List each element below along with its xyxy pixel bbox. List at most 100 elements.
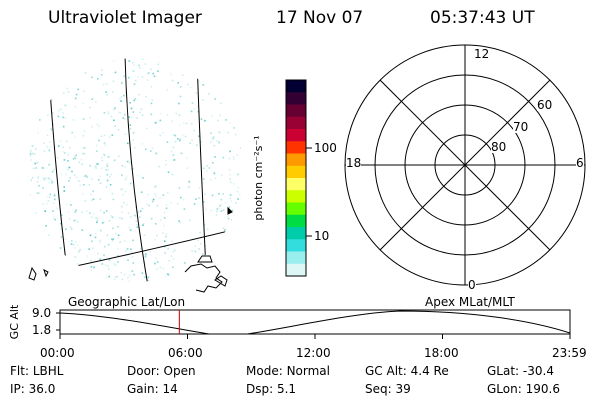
emission-pixel bbox=[64, 104, 66, 106]
emission-pixel bbox=[166, 273, 169, 275]
emission-pixel bbox=[193, 129, 195, 132]
emission-pixel bbox=[220, 102, 222, 104]
emission-pixel bbox=[180, 56, 182, 58]
emission-pixel bbox=[155, 194, 157, 197]
polar-plot bbox=[344, 44, 586, 286]
emission-pixel bbox=[154, 122, 157, 124]
emission-pixel bbox=[215, 283, 217, 285]
emission-pixel bbox=[111, 134, 114, 136]
emission-pixel bbox=[172, 56, 174, 58]
color-scale-bar bbox=[285, 79, 307, 277]
emission-pixel bbox=[212, 162, 214, 164]
emission-pixel bbox=[198, 187, 201, 190]
emission-pixel bbox=[100, 288, 102, 290]
emission-pixel bbox=[179, 138, 182, 140]
emission-pixel bbox=[37, 177, 39, 179]
emission-pixel bbox=[65, 173, 67, 176]
emission-pixel bbox=[79, 276, 82, 278]
emission-pixel bbox=[222, 227, 225, 230]
emission-pixel bbox=[76, 244, 79, 246]
emission-pixel bbox=[178, 114, 181, 117]
emission-pixel bbox=[53, 83, 56, 86]
emission-pixel bbox=[235, 202, 237, 204]
emission-pixel bbox=[73, 219, 76, 222]
emission-pixel bbox=[110, 173, 113, 176]
emission-pixel bbox=[112, 56, 114, 58]
emission-pixel bbox=[106, 163, 108, 165]
colorbar-segment bbox=[286, 141, 306, 155]
emission-pixel bbox=[218, 141, 220, 144]
emission-pixel bbox=[211, 194, 214, 197]
emission-pixel bbox=[219, 114, 221, 117]
emission-pixel bbox=[87, 284, 89, 286]
emission-pixel bbox=[222, 209, 225, 211]
emission-pixel bbox=[104, 134, 106, 137]
emission-pixel bbox=[132, 132, 135, 134]
emission-pixel bbox=[222, 246, 224, 249]
emission-pixel bbox=[127, 277, 129, 279]
emission-pixel bbox=[109, 286, 111, 288]
emission-pixel bbox=[136, 117, 138, 119]
emission-pixel bbox=[66, 87, 69, 90]
emission-pixel bbox=[150, 85, 153, 88]
emission-pixel bbox=[27, 104, 28, 106]
emission-pixel bbox=[47, 256, 49, 258]
emission-pixel bbox=[53, 194, 56, 197]
emission-pixel bbox=[231, 209, 234, 212]
emission-pixel bbox=[182, 198, 185, 201]
emission-pixel bbox=[138, 93, 140, 96]
emission-pixel bbox=[34, 224, 37, 226]
coastline bbox=[28, 206, 233, 293]
mlat-label-80: 80 bbox=[491, 140, 507, 154]
emission-pixel bbox=[165, 159, 167, 162]
info-mode: Mode: Normal bbox=[246, 365, 330, 377]
emission-pixel bbox=[190, 123, 193, 125]
emission-pixel bbox=[33, 121, 36, 124]
emission-pixel bbox=[93, 285, 95, 287]
emission-pixel bbox=[200, 141, 203, 143]
emission-pixel bbox=[60, 228, 62, 230]
emission-pixel bbox=[202, 99, 204, 101]
emission-pixel bbox=[90, 259, 92, 262]
emission-pixel bbox=[206, 228, 209, 231]
emission-pixel bbox=[59, 222, 62, 225]
emission-pixel bbox=[109, 184, 112, 186]
emission-pixel bbox=[59, 247, 62, 249]
emission-pixel bbox=[190, 110, 193, 113]
emission-pixel bbox=[229, 122, 231, 124]
emission-pixel bbox=[33, 153, 36, 155]
emission-pixel bbox=[243, 168, 245, 170]
emission-pixel bbox=[120, 100, 122, 102]
altitude-ylabel: GC Alt bbox=[8, 304, 21, 339]
emission-pixel bbox=[45, 266, 47, 268]
emission-pixel bbox=[62, 289, 64, 291]
emission-pixel bbox=[28, 75, 31, 78]
emission-pixel bbox=[237, 198, 239, 200]
emission-pixel bbox=[174, 140, 177, 143]
emission-pixel bbox=[183, 208, 186, 210]
emission-pixel bbox=[133, 147, 136, 149]
emission-pixel bbox=[204, 119, 206, 122]
emission-pixel bbox=[239, 193, 241, 196]
emission-pixel bbox=[75, 93, 78, 96]
emission-pixel bbox=[229, 101, 232, 104]
emission-pixel bbox=[29, 194, 31, 196]
emission-pixel bbox=[175, 112, 177, 115]
emission-pixel bbox=[91, 199, 93, 201]
emission-pixel bbox=[125, 176, 128, 179]
emission-pixel bbox=[128, 116, 130, 118]
emission-pixel bbox=[107, 156, 110, 158]
emission-pixel bbox=[236, 154, 239, 156]
emission-pixel bbox=[78, 180, 80, 182]
emission-pixel bbox=[106, 111, 109, 113]
emission-pixel bbox=[89, 106, 91, 109]
emission-pixel bbox=[210, 209, 213, 212]
emission-pixel bbox=[237, 173, 239, 176]
emission-pixel bbox=[232, 156, 235, 158]
emission-pixel bbox=[28, 207, 31, 210]
emission-pixel bbox=[207, 69, 209, 72]
emission-pixel bbox=[54, 218, 56, 221]
emission-pixel bbox=[111, 216, 114, 219]
emission-pixel bbox=[240, 147, 242, 149]
emission-pixel bbox=[92, 279, 95, 282]
